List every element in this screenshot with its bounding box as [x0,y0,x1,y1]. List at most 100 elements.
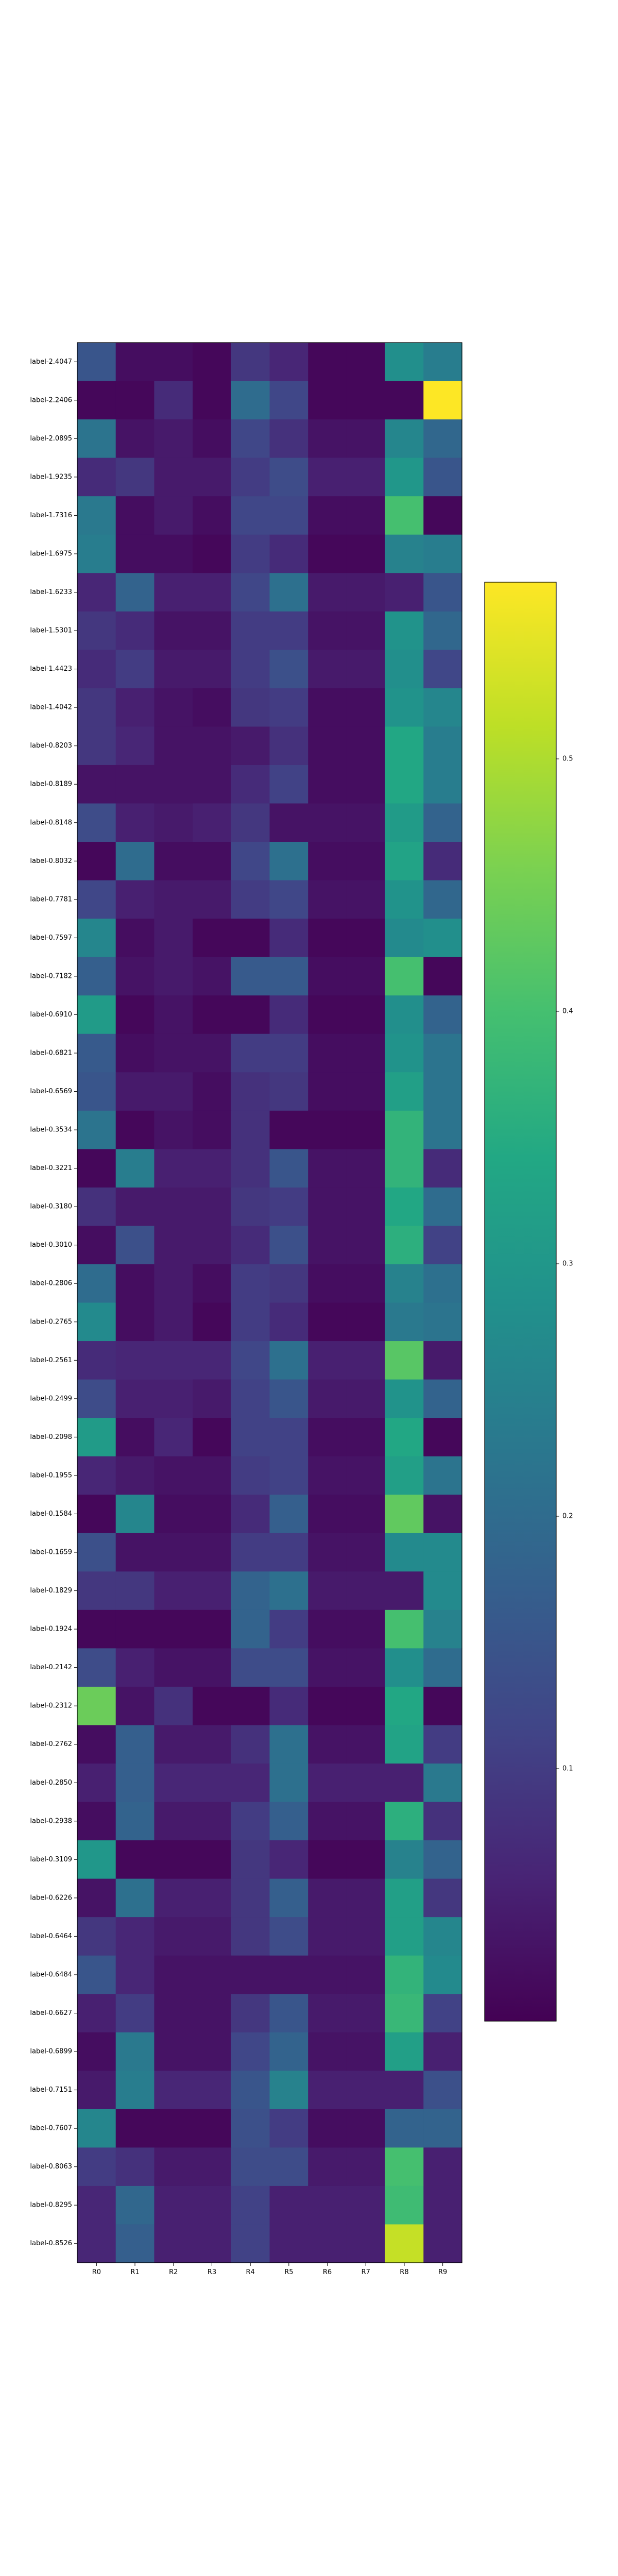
heatmap-cell [231,1533,270,1572]
y-tick-label: label-2.4047 [30,358,72,366]
heatmap-cell [385,1763,424,1803]
heatmap-cell [77,1725,116,1764]
heatmap-cell [231,1187,270,1227]
heatmap-cell [346,1878,386,1918]
heatmap-cell [423,1571,462,1611]
heatmap-cell [231,1802,270,1841]
heatmap-cell [115,1571,154,1611]
heatmap-cell [115,726,154,766]
heatmap-cell [115,1226,154,1265]
heatmap-cell [77,534,116,573]
heatmap-cell [115,1302,154,1342]
heatmap-cell [77,381,116,420]
heatmap-cell [346,1840,386,1879]
heatmap-cell [308,880,347,919]
heatmap-cell [193,957,232,996]
heatmap-cell [154,1187,193,1227]
heatmap-cell [193,2224,232,2263]
heatmap-cell [423,1994,462,2033]
heatmap-cell [308,381,347,420]
heatmap-cell [231,2224,270,2263]
heatmap-cell [154,1994,193,2033]
y-tick-label: label-0.8189 [30,781,72,788]
heatmap-cell [193,1110,232,1149]
heatmap-cell [77,343,116,382]
heatmap-cell [77,1302,116,1342]
y-tick-label: label-0.7151 [30,2086,72,2094]
y-tick-label: label-0.6910 [30,1011,72,1019]
heatmap-cell [385,765,424,804]
y-tick-label: label-1.4423 [30,665,72,673]
colorbar-tick-label: 0.5 [562,755,573,763]
heatmap-cell [346,765,386,804]
heatmap-cell [193,919,232,958]
heatmap-cell [423,1264,462,1303]
heatmap-cell [115,457,154,497]
heatmap-cell [269,1725,308,1764]
y-tick-label: label-1.6233 [30,588,72,596]
heatmap-cell [154,457,193,497]
heatmap-cell [385,2224,424,2263]
heatmap-cell [193,573,232,612]
heatmap-cell [115,995,154,1035]
heatmap-cell [77,1571,116,1611]
heatmap-cell [231,1264,270,1303]
heatmap-cell [77,1840,116,1879]
heatmap-cell [193,765,232,804]
heatmap-cell [423,726,462,766]
y-tick-label: label-0.3180 [30,1203,72,1211]
heatmap-cell [77,765,116,804]
heatmap-cell [269,650,308,689]
heatmap-cell [385,1226,424,1265]
heatmap-cell [115,1609,154,1649]
heatmap-cell [115,419,154,459]
heatmap-cell [346,496,386,535]
heatmap-cell [269,1187,308,1227]
x-axis-ticks: R0 R1 R2 R3 R4 R5 R6 R7 R8 R9 [92,2263,447,2276]
heatmap-cell [308,1648,347,1687]
x-tick-label: R3 [208,2268,216,2276]
heatmap-cell [269,1341,308,1380]
heatmap-cell [346,1495,386,1534]
heatmap-cell [193,726,232,766]
heatmap-cell [115,1187,154,1227]
y-tick-label: label-0.2499 [30,1395,72,1402]
heatmap-cell [308,1533,347,1572]
heatmap-cell [193,1341,232,1380]
heatmap-cell [231,650,270,689]
y-tick-label: label-0.6569 [30,1088,72,1095]
heatmap-cell [115,1418,154,1457]
heatmap-cell [231,1686,270,1726]
heatmap-cell [77,995,116,1035]
heatmap-cell [231,381,270,420]
heatmap-cell [154,1763,193,1803]
heatmap-cell [269,2032,308,2071]
heatmap-cell [115,1955,154,1994]
heatmap-cell [308,1264,347,1303]
heatmap-cell [193,1878,232,1918]
heatmap-cell [269,1763,308,1803]
heatmap-cell [385,1955,424,1994]
heatmap-cell [385,2109,424,2148]
heatmap-cell [115,1072,154,1111]
heatmap-cell [154,343,193,382]
heatmap-cell [269,919,308,958]
heatmap-cell [77,1418,116,1457]
heatmap-cell [154,611,193,650]
heatmap-cell [115,1802,154,1841]
heatmap-cell [77,957,116,996]
y-tick-label: label-1.7316 [30,512,72,519]
heatmap-cell [269,1648,308,1687]
heatmap-cell [385,381,424,420]
y-tick-label: label-0.6627 [30,2009,72,2017]
heatmap-cell [231,1571,270,1611]
heatmap-cell [423,496,462,535]
y-tick-label: label-0.7597 [30,934,72,942]
heatmap-cell [193,1917,232,1956]
y-tick-label: label-0.2850 [30,1779,72,1787]
heatmap-cell [423,1917,462,1956]
heatmap-cell [154,2032,193,2071]
heatmap-cell [231,842,270,881]
y-tick-label: label-0.8526 [30,2240,72,2247]
heatmap-cell [423,343,462,382]
